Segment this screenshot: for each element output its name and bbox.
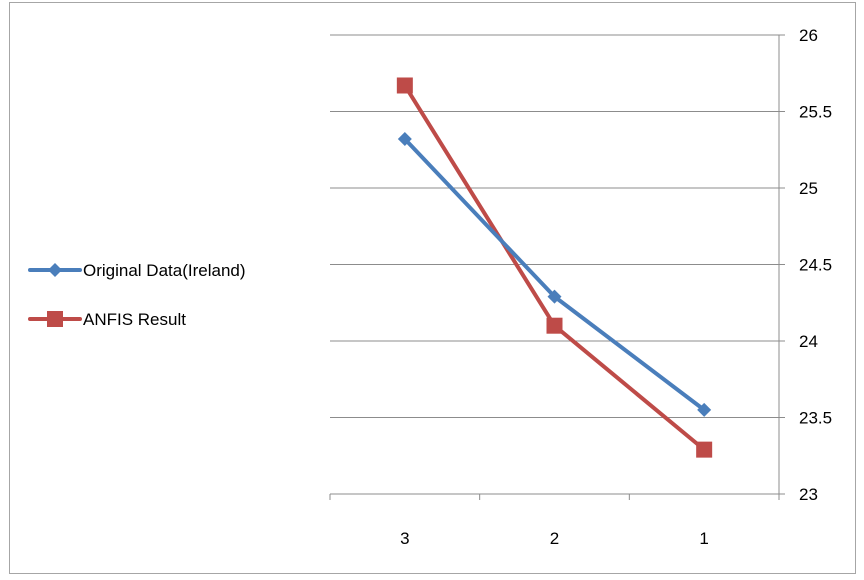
legend: Original Data(Ireland) ANFIS Result: [28, 261, 246, 329]
y-tick-label: 23: [799, 485, 818, 504]
data-point: [697, 402, 712, 417]
x-tick-label: 1: [699, 529, 708, 548]
legend-marker: [48, 263, 62, 277]
gridlines: [330, 34, 779, 418]
data-point: [396, 77, 413, 94]
series-line: [402, 83, 707, 452]
series-lines: [396, 77, 713, 458]
y-tick-label: 26: [799, 26, 818, 45]
data-point: [546, 317, 563, 334]
y-tick-label: 25: [799, 179, 818, 198]
legend-marker: [47, 311, 63, 327]
x-tick-label: 3: [400, 529, 409, 548]
series-line: [402, 137, 707, 412]
series-anfis-result: [396, 77, 713, 458]
axes: 23 23.5 24 24.5 25 25.5 26 3 2 1: [329, 26, 832, 548]
data-point: [397, 132, 412, 147]
data-point: [696, 441, 713, 458]
y-tick-label: 24: [799, 332, 818, 351]
legend-item-original-data: Original Data(Ireland): [28, 261, 246, 280]
y-tick-label: 24.5: [799, 256, 832, 275]
legend-item-anfis-result: ANFIS Result: [28, 310, 186, 329]
series-original-data: [397, 132, 712, 417]
y-tick-label: 25.5: [799, 103, 832, 122]
chart-area: [9, 2, 856, 574]
legend-label: ANFIS Result: [83, 310, 186, 329]
data-point: [547, 289, 562, 304]
x-tick-label: 2: [550, 529, 559, 548]
legend-label: Original Data(Ireland): [83, 261, 246, 280]
y-tick-label: 23.5: [799, 409, 832, 428]
